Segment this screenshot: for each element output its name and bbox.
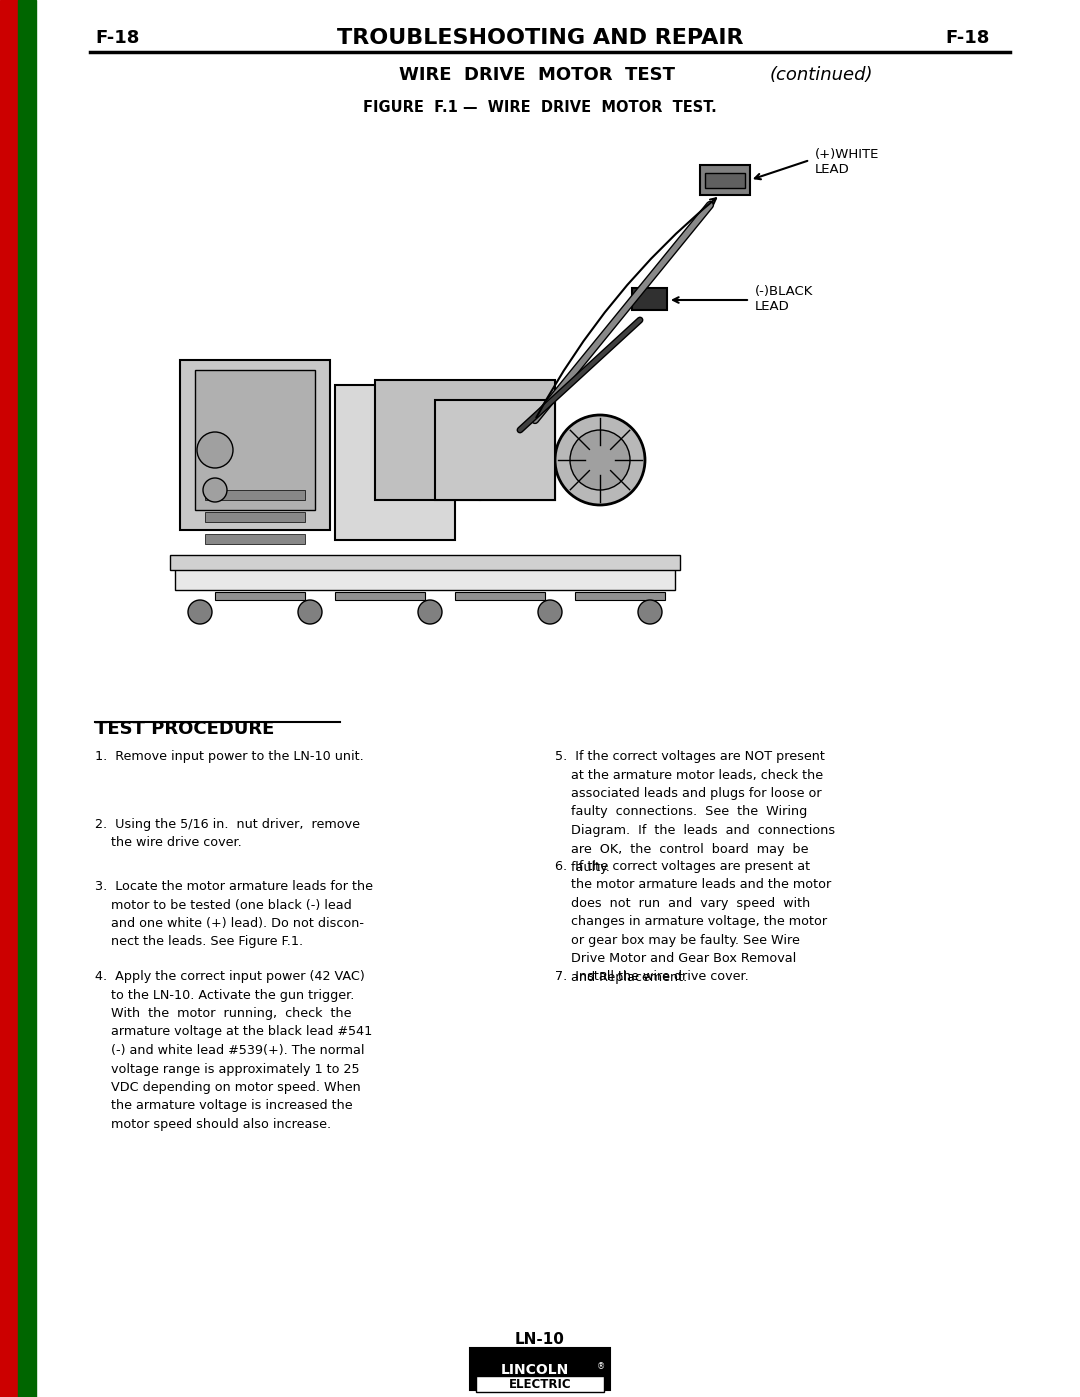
Bar <box>335 592 426 599</box>
Circle shape <box>570 430 630 490</box>
Circle shape <box>298 599 322 624</box>
Text: F-18: F-18 <box>946 29 990 47</box>
Text: (+)WHITE
LEAD: (+)WHITE LEAD <box>815 148 879 176</box>
Circle shape <box>188 599 212 624</box>
Text: Return to Master TOC: Return to Master TOC <box>23 504 31 616</box>
Bar <box>575 592 665 599</box>
Text: LN-10: LN-10 <box>515 1333 565 1348</box>
Bar <box>705 173 745 189</box>
Bar <box>205 511 305 522</box>
Bar <box>170 555 680 570</box>
Bar <box>175 560 675 590</box>
Circle shape <box>203 478 227 502</box>
Bar <box>435 400 555 500</box>
Text: LINCOLN: LINCOLN <box>501 1363 569 1377</box>
Text: Return to Master TOC: Return to Master TOC <box>23 1225 31 1336</box>
Circle shape <box>197 432 233 468</box>
FancyBboxPatch shape <box>470 1348 610 1390</box>
Text: Return to Section TOC: Return to Section TOC <box>4 503 14 616</box>
Bar <box>632 288 667 310</box>
Text: (-)BLACK
LEAD: (-)BLACK LEAD <box>755 285 813 313</box>
Text: ®: ® <box>597 1362 605 1372</box>
Bar <box>455 592 545 599</box>
Circle shape <box>418 599 442 624</box>
Bar <box>195 370 315 510</box>
Text: FIGURE  F.1 —  WIRE  DRIVE  MOTOR  TEST.: FIGURE F.1 — WIRE DRIVE MOTOR TEST. <box>363 101 717 116</box>
Text: 3.  Locate the motor armature leads for the
    motor to be tested (one black (-: 3. Locate the motor armature leads for t… <box>95 880 373 949</box>
Text: Return to Master TOC: Return to Master TOC <box>23 144 31 256</box>
Text: 7.  Install the wire drive cover.: 7. Install the wire drive cover. <box>555 970 748 983</box>
Text: (continued): (continued) <box>770 66 874 84</box>
Text: WIRE  DRIVE  MOTOR  TEST: WIRE DRIVE MOTOR TEST <box>399 66 681 84</box>
Circle shape <box>538 599 562 624</box>
Text: Return to Section TOC: Return to Section TOC <box>4 1224 14 1337</box>
Text: TEST PROCEDURE: TEST PROCEDURE <box>95 719 274 738</box>
Text: Return to Section TOC: Return to Section TOC <box>4 844 14 957</box>
FancyBboxPatch shape <box>476 1376 604 1391</box>
Circle shape <box>638 599 662 624</box>
Text: 2.  Using the 5/16 in.  nut driver,  remove
    the wire drive cover.: 2. Using the 5/16 in. nut driver, remove… <box>95 819 360 849</box>
Text: Return to Section TOC: Return to Section TOC <box>4 144 14 257</box>
Bar <box>180 360 330 529</box>
Bar <box>0 0 18 1397</box>
Bar <box>18 0 36 1397</box>
Bar <box>700 165 750 196</box>
Text: TROUBLESHOOTING AND REPAIR: TROUBLESHOOTING AND REPAIR <box>337 28 743 47</box>
Ellipse shape <box>450 409 510 500</box>
Circle shape <box>555 415 645 504</box>
Bar <box>205 534 305 543</box>
Bar <box>335 386 455 541</box>
Text: ELECTRIC: ELECTRIC <box>509 1377 571 1390</box>
Text: 1.  Remove input power to the LN-10 unit.: 1. Remove input power to the LN-10 unit. <box>95 750 364 763</box>
Text: 5.  If the correct voltages are NOT present
    at the armature motor leads, che: 5. If the correct voltages are NOT prese… <box>555 750 835 875</box>
Text: 4.  Apply the correct input power (42 VAC)
    to the LN-10. Activate the gun tr: 4. Apply the correct input power (42 VAC… <box>95 970 373 1132</box>
Bar <box>205 490 305 500</box>
Text: Return to Master TOC: Return to Master TOC <box>23 845 31 956</box>
Bar <box>375 380 555 500</box>
Bar <box>215 592 305 599</box>
Text: 6.  If the correct voltages are present at
    the motor armature leads and the : 6. If the correct voltages are present a… <box>555 861 832 983</box>
Text: F-18: F-18 <box>95 29 139 47</box>
